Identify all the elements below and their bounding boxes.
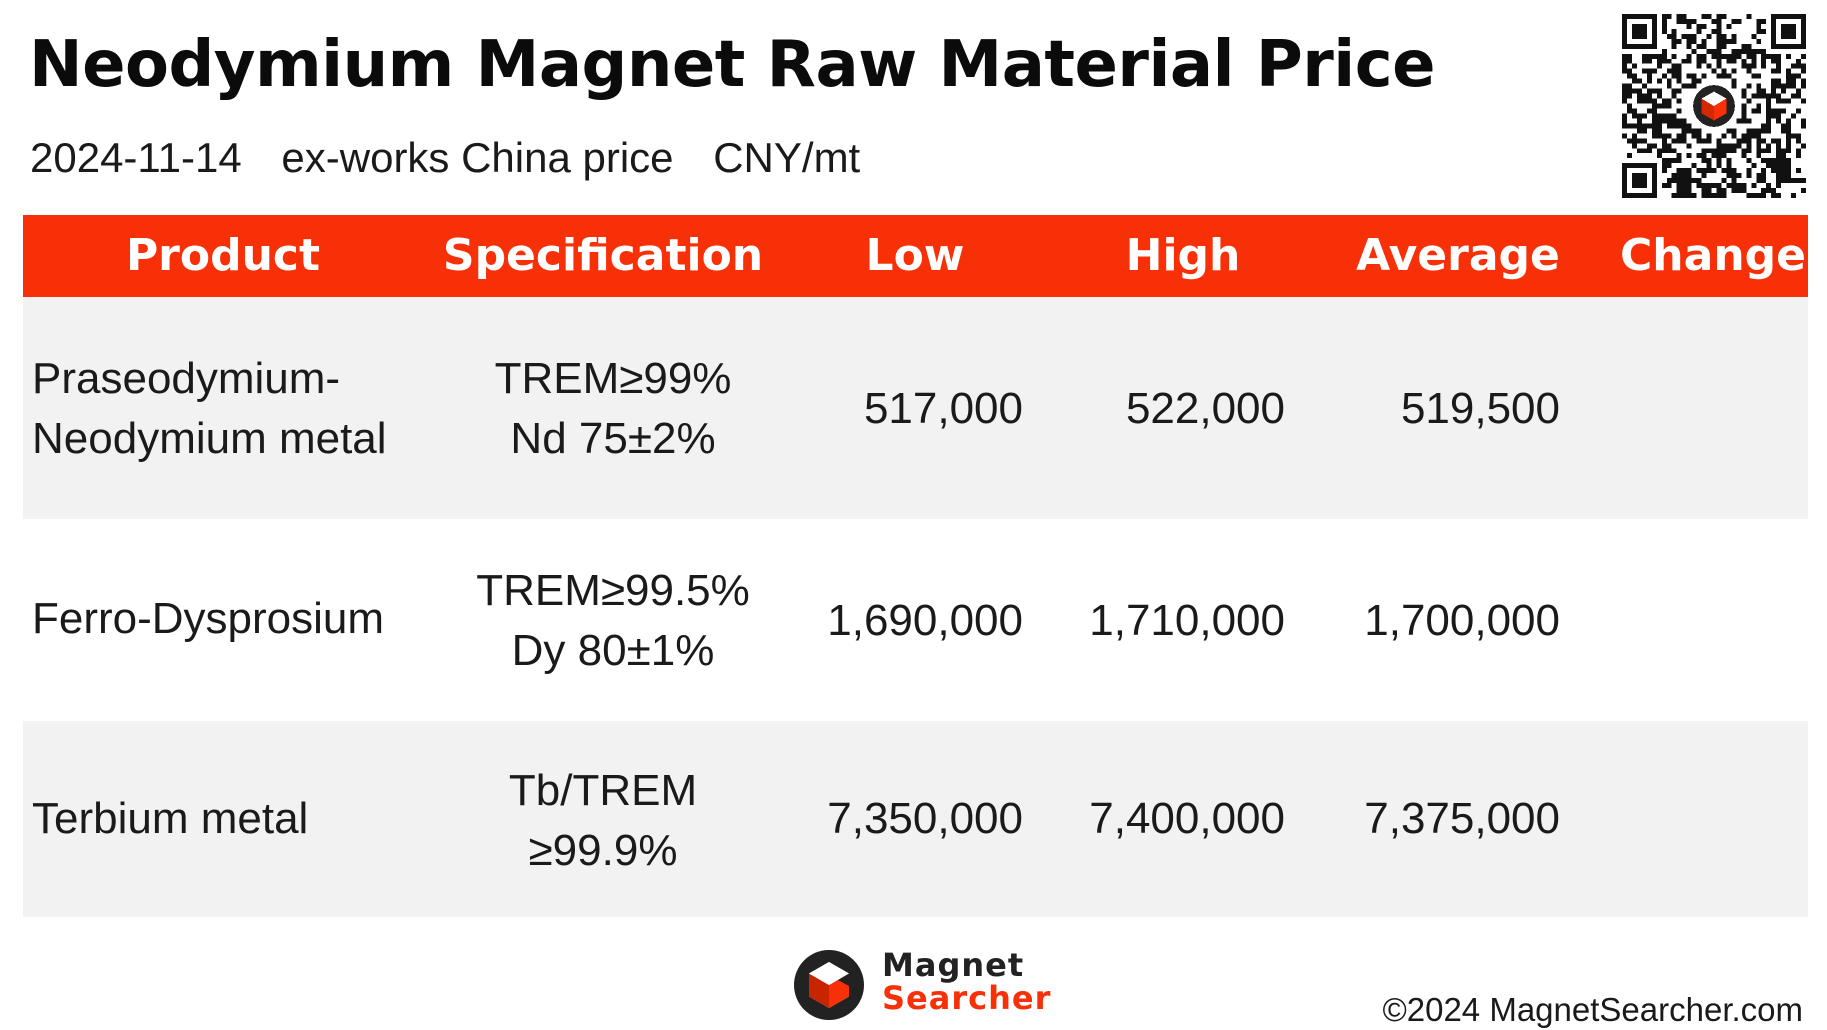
specification-line: TREM≥99% [494,354,732,403]
column-header-product: Product [125,230,321,281]
price-table: Product Specification Low High Average C… [23,215,1808,917]
specification-line: Dy 80±1% [511,626,715,675]
product-cell: Ferro-Dysprosium [32,589,384,649]
copyright-notice: ©2024 MagnetSearcher.com [1382,991,1803,1028]
low-price-cell: 1,690,000 [827,596,1023,645]
column-header-specification: Specification [442,230,764,281]
table-row: Terbium metal Tb/TREM ≥99.9% 7,350,000 7… [23,721,1808,917]
magnet-searcher-logo: Magnet Searcher [792,948,1072,1022]
specification-cell: TREM≥99.5% Dy 80±1% [403,561,823,681]
low-price-cell: 7,350,000 [827,794,1023,843]
magnet-searcher-logo-icon [794,950,864,1020]
price-subtitle: 2024-11-14 ex-works China price CNY/mt [30,134,888,182]
table-row: Ferro-Dysprosium TREM≥99.5% Dy 80±1% 1,6… [23,519,1808,721]
logo-text-magnet: Magnet [882,946,1025,984]
column-header-change: Change [1620,230,1806,281]
column-header-low: Low [865,230,965,281]
specification-line: Nd 75±2% [510,414,716,463]
column-header-high: High [1125,230,1241,281]
specification-line: TREM≥99.5% [476,566,750,615]
product-name-line: Terbium metal [32,794,309,843]
price-basis: ex-works China price [281,134,674,181]
qr-code-icon [1622,14,1806,198]
low-price-cell: 517,000 [863,384,1023,433]
average-price-cell: 7,375,000 [1364,794,1560,843]
product-cell: Praseodymium- Neodymium metal [32,349,387,469]
price-date: 2024-11-14 [30,134,242,181]
column-header-average: Average [1356,230,1560,281]
specification-line: Tb/TREM [508,766,698,815]
high-price-cell: 1,710,000 [1089,596,1285,645]
product-name-line: Neodymium metal [32,414,387,463]
high-price-cell: 522,000 [1125,384,1285,433]
table-header: Product Specification Low High Average C… [23,215,1808,297]
high-price-cell: 7,400,000 [1089,794,1285,843]
specification-cell: TREM≥99% Nd 75±2% [403,349,823,469]
product-name-line: Praseodymium- [32,354,341,403]
table-row: Praseodymium- Neodymium metal TREM≥99% N… [23,297,1808,519]
price-unit: CNY/mt [713,134,861,181]
average-price-cell: 519,500 [1400,384,1560,433]
average-price-cell: 1,700,000 [1364,596,1560,645]
page-title: Neodymium Magnet Raw Material Price [29,28,1436,102]
product-cell: Terbium metal [32,789,308,849]
logo-text-searcher: Searcher [882,979,1052,1017]
specification-line: ≥99.9% [528,826,678,875]
product-name-line: Ferro-Dysprosium [32,594,385,643]
specification-cell: Tb/TREM ≥99.9% [393,761,813,881]
